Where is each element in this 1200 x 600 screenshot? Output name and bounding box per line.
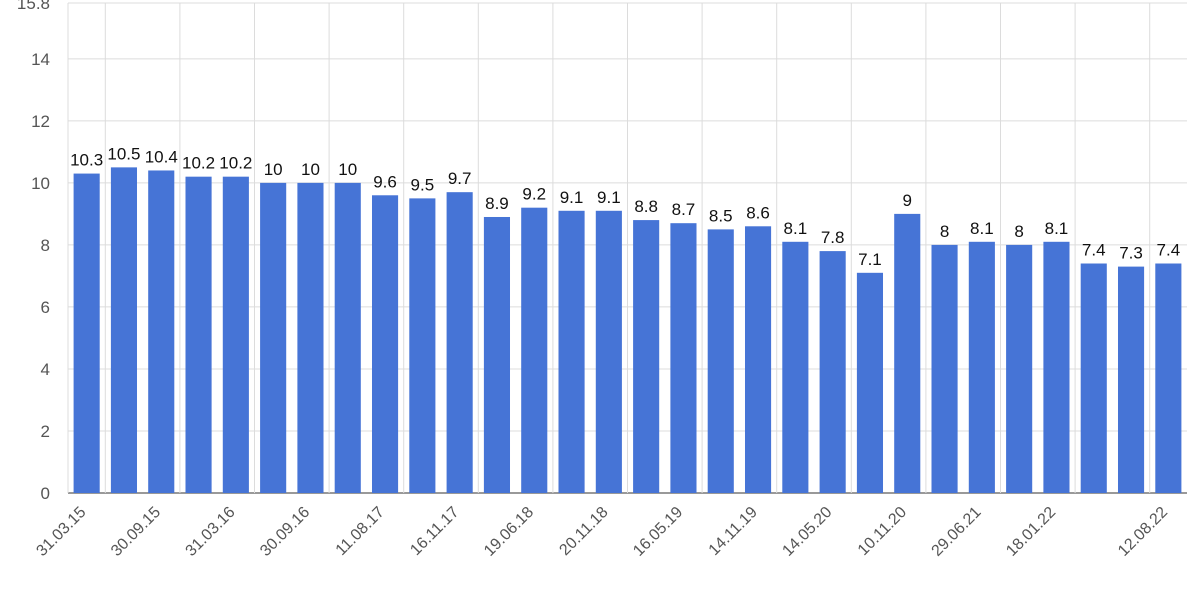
bar (1117, 266, 1145, 493)
x-tick-label: 10.11.20 (855, 504, 910, 559)
bar-value-label: 10.4 (145, 147, 178, 166)
bar-value-label: 8 (1014, 222, 1023, 241)
y-tick-label: 4 (41, 360, 50, 379)
bar-value-label: 10 (301, 160, 320, 179)
x-tick-label: 19.06.18 (481, 504, 537, 560)
bar (1006, 244, 1033, 493)
bar-value-label: 8.1 (970, 219, 994, 238)
bar-value-label: 9.7 (448, 169, 472, 188)
bar-value-label: 8.9 (485, 194, 509, 213)
bar (446, 192, 473, 493)
bar (931, 244, 958, 493)
bars (73, 167, 1182, 494)
x-tick-label: 14.05.20 (779, 504, 835, 560)
bar (73, 173, 100, 493)
bar (409, 198, 436, 493)
y-tick-label: 6 (41, 298, 50, 317)
x-tick-label: 16.05.19 (630, 504, 686, 560)
y-tick-label: 10 (31, 174, 50, 193)
x-tick-label: 18.01.22 (1003, 504, 1059, 560)
bar-value-label: 7.1 (858, 250, 882, 269)
bar (670, 223, 697, 493)
bar (558, 210, 585, 494)
bar-value-label: 10.2 (182, 154, 215, 173)
x-tick-label: 30.09.15 (108, 504, 164, 560)
bar-value-label: 7.3 (1119, 244, 1143, 263)
bar-value-label: 10.2 (219, 154, 252, 173)
bar-value-label: 8.1 (784, 219, 808, 238)
y-axis-ticks: 0 2 4 6 8 10 12 14 15.8 (17, 0, 50, 503)
bar-value-label: 8.7 (672, 200, 696, 219)
bar-value-label: 9.6 (373, 172, 397, 191)
bar (782, 241, 809, 493)
grid (67, 2, 1187, 494)
bar (483, 216, 511, 493)
bar-value-label: 10.3 (70, 151, 103, 170)
bar-value-label: 9.1 (560, 188, 584, 207)
bar-value-label: 10 (338, 160, 357, 179)
y-tick-label: 12 (31, 112, 50, 131)
bar-value-label: 9.1 (597, 188, 621, 207)
bar (819, 251, 846, 493)
x-tick-label: 30.09.16 (257, 504, 313, 560)
x-tick-label: 12.08.22 (1115, 504, 1171, 560)
bar (334, 182, 361, 493)
bar (595, 210, 622, 494)
x-axis-ticks: 31.03.15 30.09.15 31.03.16 30.09.16 11.08.17… (33, 504, 1171, 560)
bar-value-label: 7.4 (1157, 241, 1181, 260)
bar-value-label: 10 (264, 160, 283, 179)
bar (260, 182, 287, 493)
bar-value-label: 9.2 (522, 185, 546, 204)
bar (968, 241, 995, 493)
bar (148, 170, 175, 493)
data-labels: 10.3 10.5 10.4 10.2 10.2 10 10 109.6 9.5 9.78.9 9.… (70, 144, 1180, 268)
bar (185, 176, 212, 493)
bar-value-label: 7.4 (1082, 241, 1106, 260)
x-tick-label: 31.03.15 (33, 504, 89, 560)
bar-value-label: 8.8 (634, 197, 658, 216)
bar (1080, 263, 1107, 493)
bar (371, 195, 399, 493)
x-tick-label: 31.03.16 (183, 504, 239, 560)
bar (894, 213, 921, 493)
bar (633, 220, 660, 493)
y-tick-label: 8 (41, 236, 50, 255)
bar-value-label: 9 (903, 191, 912, 210)
bar-value-label: 8.6 (746, 203, 770, 222)
bar (744, 226, 772, 493)
y-tick-label: 2 (41, 422, 50, 441)
bar (521, 207, 548, 494)
bar-value-label: 8.5 (709, 206, 733, 225)
bar-value-label: 7.8 (821, 228, 845, 247)
bar (222, 176, 249, 493)
y-tick-label: 15.8 (17, 0, 50, 13)
bar-value-label: 8 (940, 222, 949, 241)
bar (1043, 241, 1070, 493)
bar-value-label: 9.5 (411, 175, 435, 194)
bar (707, 229, 734, 494)
y-tick-label: 0 (41, 484, 50, 503)
bar (856, 272, 884, 493)
x-tick-label: 29.06.21 (929, 504, 985, 560)
bar (297, 182, 324, 493)
x-tick-label: 14.11.19 (706, 504, 761, 559)
bar-value-label: 10.5 (107, 144, 140, 163)
bar-value-label: 8.1 (1045, 219, 1069, 238)
bar (110, 167, 138, 493)
x-tick-label: 11.08.17 (333, 504, 388, 559)
x-tick-label: 16.11.17 (407, 504, 462, 559)
x-tick-label: 20.11.18 (556, 504, 611, 559)
y-tick-label: 14 (31, 50, 50, 69)
bar (1155, 263, 1182, 493)
